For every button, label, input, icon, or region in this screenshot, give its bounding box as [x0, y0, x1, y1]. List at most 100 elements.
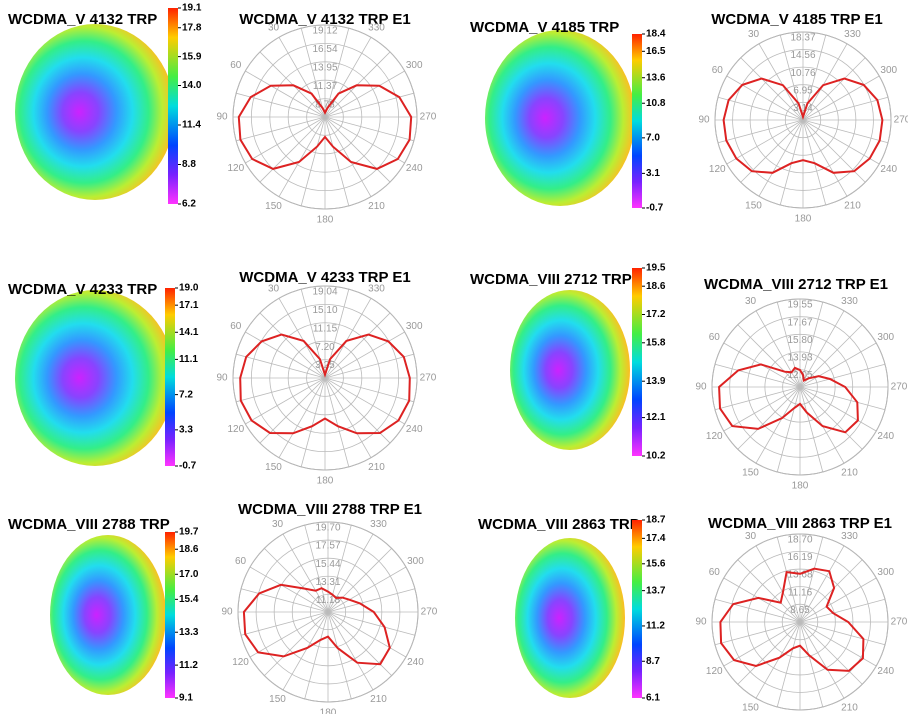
ring: [232, 285, 418, 471]
ring: [714, 31, 892, 209]
spoke: [755, 386, 801, 464]
colorbar-label: 8.7: [646, 656, 660, 667]
spoke: [300, 116, 326, 206]
radial-tick-label: 13.93: [787, 353, 812, 364]
spoke: [324, 377, 414, 403]
colorbar-label: -0.7: [646, 203, 664, 214]
ring: [711, 533, 889, 711]
spoke: [802, 75, 880, 121]
spoke: [714, 621, 801, 646]
spoke: [758, 43, 804, 121]
radial-tick-label: 11.16: [788, 587, 813, 598]
spoke: [240, 611, 329, 636]
spoke: [723, 577, 801, 623]
colorbar-label: 19.0: [179, 283, 199, 294]
angle-label: 120: [709, 164, 726, 175]
angle-label: 150: [742, 467, 759, 478]
colorbar-label: 8.8: [182, 159, 196, 170]
colorbar-label: 17.2: [646, 309, 666, 320]
spoke: [236, 377, 326, 403]
colorbar-label: 9.1: [179, 693, 193, 704]
colorbar-label: 7.2: [179, 389, 193, 400]
radial-tick-label: 7.20: [315, 342, 335, 353]
colorbar-label: 13.7: [646, 585, 666, 596]
panel-title: WCDMA_VIII 2788 TRP: [8, 516, 170, 533]
angle-label: 60: [712, 65, 724, 76]
radial-tick-label: 19.04: [312, 287, 337, 298]
spoke: [282, 533, 329, 613]
spoke: [740, 57, 804, 121]
angle-label: 60: [230, 321, 242, 332]
angle-label: 90: [216, 373, 228, 384]
radiation-blob: [15, 290, 175, 466]
spoke: [324, 377, 372, 458]
angle-label: 150: [269, 694, 286, 705]
angle-label: 270: [421, 607, 438, 618]
angle-label: 240: [877, 666, 894, 677]
radiation-blob: [50, 535, 166, 695]
colorbar-label: 15.8: [646, 337, 666, 348]
spoke: [324, 331, 405, 379]
spoke: [799, 386, 863, 450]
colorbar-label: 19.5: [646, 263, 666, 274]
angle-label: 300: [877, 332, 894, 343]
spoke: [327, 588, 416, 613]
spoke: [776, 386, 801, 473]
angle-label: 60: [709, 567, 721, 578]
ring: [784, 101, 822, 139]
spoke: [300, 28, 326, 118]
radial-tick-label: 15.44: [315, 559, 340, 570]
angle-label: 120: [227, 424, 244, 435]
angle-label: 120: [706, 666, 723, 677]
angle-label: 30: [268, 22, 280, 33]
panel-title: WCDMA_V 4132 TRP E1: [239, 11, 410, 28]
radial-tick-label: 17.67: [787, 317, 812, 328]
panel-title: WCDMA_VIII 2863 TRP: [478, 516, 640, 533]
spoke: [799, 386, 886, 411]
ring: [291, 575, 365, 649]
angle-label: 330: [841, 296, 858, 307]
angle-label: 180: [317, 215, 334, 226]
spoke: [327, 533, 374, 613]
ring: [309, 593, 347, 631]
spoke: [717, 96, 804, 121]
spoke: [324, 116, 414, 142]
spoke: [802, 96, 889, 121]
colorbar-label: 15.6: [646, 558, 666, 569]
angle-label: 150: [265, 201, 282, 212]
colorbar-label: 17.0: [179, 569, 199, 580]
angle-label: 60: [235, 556, 247, 567]
radial-tick-label: 10.76: [790, 68, 815, 79]
ring: [250, 42, 400, 192]
angle-label: 270: [894, 115, 908, 126]
spoke: [755, 310, 801, 388]
radial-tick-label: 6.95: [793, 85, 813, 96]
panel-title: WCDMA_VIII 2712 TRP: [470, 271, 632, 288]
spoke: [324, 353, 414, 379]
spoke: [264, 548, 329, 613]
angle-label: 300: [406, 60, 423, 71]
radial-tick-label: 18.37: [790, 33, 815, 44]
colorbar-label: 11.2: [179, 660, 198, 671]
pattern-curve: [718, 363, 859, 434]
spoke: [776, 621, 801, 708]
ring: [746, 568, 854, 676]
radial-tick-label: 12.05: [787, 370, 812, 381]
radial-tick-label: 17.57: [315, 541, 340, 552]
ring: [269, 322, 381, 434]
ring: [746, 333, 854, 441]
spoke: [799, 386, 877, 432]
angle-label: 90: [695, 382, 707, 393]
spoke: [259, 116, 326, 183]
spoke: [249, 611, 329, 658]
angle-label: 30: [745, 296, 757, 307]
colorbar-label: 11.2: [646, 621, 665, 632]
colorbar-label: 18.6: [179, 544, 199, 555]
ring: [232, 24, 418, 210]
angle-label: 150: [265, 462, 282, 473]
angle-label: 300: [880, 65, 897, 76]
angle-label: 120: [232, 657, 249, 668]
spoke: [324, 70, 405, 118]
colorbar-label: 3.3: [179, 424, 193, 435]
radial-tick-label: 19.12: [312, 26, 337, 37]
